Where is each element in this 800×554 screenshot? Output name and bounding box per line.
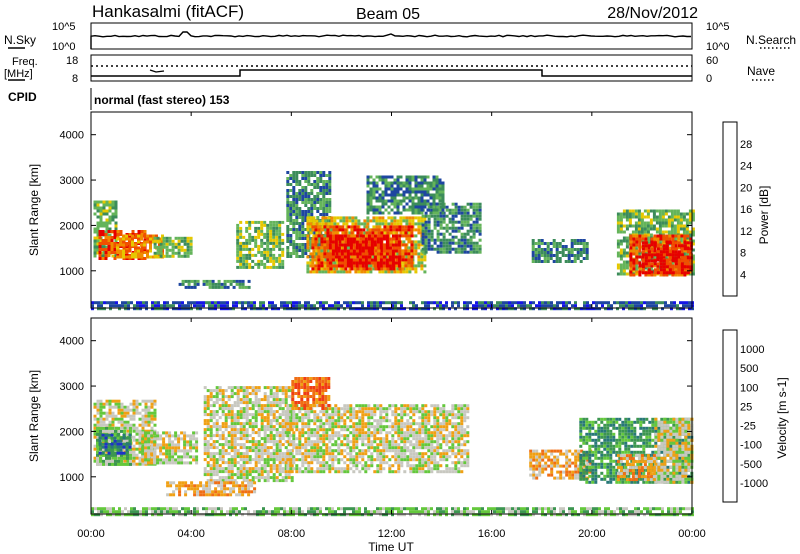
velocity-y-axis: 1000 2000 3000 4000 <box>60 336 692 484</box>
range-tick-label: 4000 <box>60 130 84 142</box>
velocity-colorbar-tick: 100 <box>740 382 758 394</box>
velocity-colorbar-tick: -100 <box>740 440 762 452</box>
power-colorbar-tick: 8 <box>740 248 746 260</box>
power-echo-region <box>641 241 693 275</box>
freq-left-tick-bottom: 8 <box>72 73 78 85</box>
freq-right-tick-top: 60 <box>706 55 718 67</box>
power-echo-region <box>153 236 193 258</box>
power-ylabel: Slant Range [km] <box>27 164 41 256</box>
time-axis: 00:00 04:00 08:00 12:00 16:00 20:00 00:00 <box>77 112 706 540</box>
range-tick-label: 1000 <box>60 266 84 278</box>
frequency-trace <box>91 69 692 77</box>
power-colorbar-tick: 24 <box>740 161 752 173</box>
range-tick-label: 2000 <box>60 220 84 232</box>
velocity-colorbar-tick: 1000 <box>740 344 764 356</box>
velocity-echo-region <box>286 404 470 474</box>
noise-right-label: N.Search <box>746 33 796 47</box>
velocity-echo-region <box>141 431 199 465</box>
velocity-echo-region <box>98 433 132 455</box>
power-echo-region <box>328 234 401 268</box>
power-colorbar-label: Power [dB] <box>757 186 771 245</box>
power-colorbar-tick: 12 <box>740 226 752 238</box>
noise-sky-trace <box>90 31 691 49</box>
time-tick-label: 20:00 <box>578 528 606 540</box>
beam-title: Beam 05 <box>356 6 420 23</box>
station-title: Hankasalmi (fitACF) <box>92 2 244 21</box>
velocity-colorbar-tick: -500 <box>740 459 762 471</box>
range-tick-label: 3000 <box>60 381 84 393</box>
velocity-colorbar: 1000 500 100 25 -25 -100 -500 -1000 <box>722 329 768 503</box>
velocity-heatmap <box>91 377 694 517</box>
power-echo-region <box>421 202 482 254</box>
noise-left-tick-bottom: 10^0 <box>52 41 76 53</box>
velocity-colorbar-tick: 25 <box>740 401 752 413</box>
power-colorbar-tick: 28 <box>740 139 752 151</box>
velocity-echo-region <box>291 377 331 410</box>
power-echo-region <box>178 279 251 289</box>
power-colorbar-tick: 16 <box>740 204 752 216</box>
cpid-mode: normal (fast stereo) 153 <box>94 93 230 107</box>
frequency-blip <box>149 69 165 73</box>
noise-left-label: N.Sky <box>4 33 36 47</box>
noise-right-tick-bottom: 10^0 <box>706 41 730 53</box>
power-echo-region <box>236 220 285 269</box>
velocity-echo-region <box>166 481 257 497</box>
power-echo-region <box>116 234 164 259</box>
time-axis-label: Time UT <box>368 540 414 554</box>
range-tick-label: 2000 <box>60 426 84 438</box>
date-title: 28/Nov/2012 <box>607 5 698 22</box>
velocity-colorbar-frame <box>722 329 738 503</box>
velocity-colorbar-tick: 500 <box>740 363 758 375</box>
velocity-echo-region <box>203 386 294 483</box>
freq-right-tick-bottom: 0 <box>706 73 712 85</box>
time-tick-label: 12:00 <box>378 528 406 540</box>
power-echo-region <box>531 239 589 263</box>
noise-right-tick-top: 10^5 <box>706 21 730 33</box>
range-tick-label: 1000 <box>60 472 84 484</box>
velocity-colorbar-tick: -25 <box>740 421 756 433</box>
velocity-echo-region <box>654 417 694 484</box>
power-colorbar: 4 8 12 16 20 24 28 <box>722 121 752 297</box>
velocity-colorbar-label: Velocity [m s-1] <box>775 377 789 458</box>
power-echo-region <box>366 175 445 215</box>
velocity-ylabel: Slant Range [km] <box>27 370 41 462</box>
power-y-axis: 1000 2000 3000 4000 <box>60 130 692 278</box>
time-tick-label: 08:00 <box>278 528 306 540</box>
cpid-label: CPID <box>8 90 37 104</box>
velocity-echo-region <box>91 507 694 517</box>
freq-left-label-2: [MHz] <box>4 68 33 80</box>
velocity-colorbar-tick: -1000 <box>740 478 768 490</box>
freq-right-label: Nave <box>747 64 775 78</box>
range-tick-label: 4000 <box>60 336 84 348</box>
freq-left-tick-top: 18 <box>66 55 78 67</box>
velocity-echo-region <box>616 454 656 482</box>
noise-left-tick-top: 10^5 <box>52 21 76 33</box>
time-tick-label: 04:00 <box>177 528 205 540</box>
time-tick-label: 00:00 <box>678 528 706 540</box>
power-colorbar-tick: 20 <box>740 182 752 194</box>
power-colorbar-frame <box>722 121 738 297</box>
time-tick-label: 16:00 <box>478 528 506 540</box>
power-heatmap <box>91 171 695 311</box>
time-tick-label: 00:00 <box>77 528 105 540</box>
range-tick-label: 3000 <box>60 175 84 187</box>
power-colorbar-tick: 4 <box>740 269 746 281</box>
velocity-echo-region <box>529 449 593 480</box>
power-echo-region <box>91 301 694 311</box>
freq-panel-frame <box>90 54 693 82</box>
freq-left-label-1: Freq. <box>12 56 38 68</box>
